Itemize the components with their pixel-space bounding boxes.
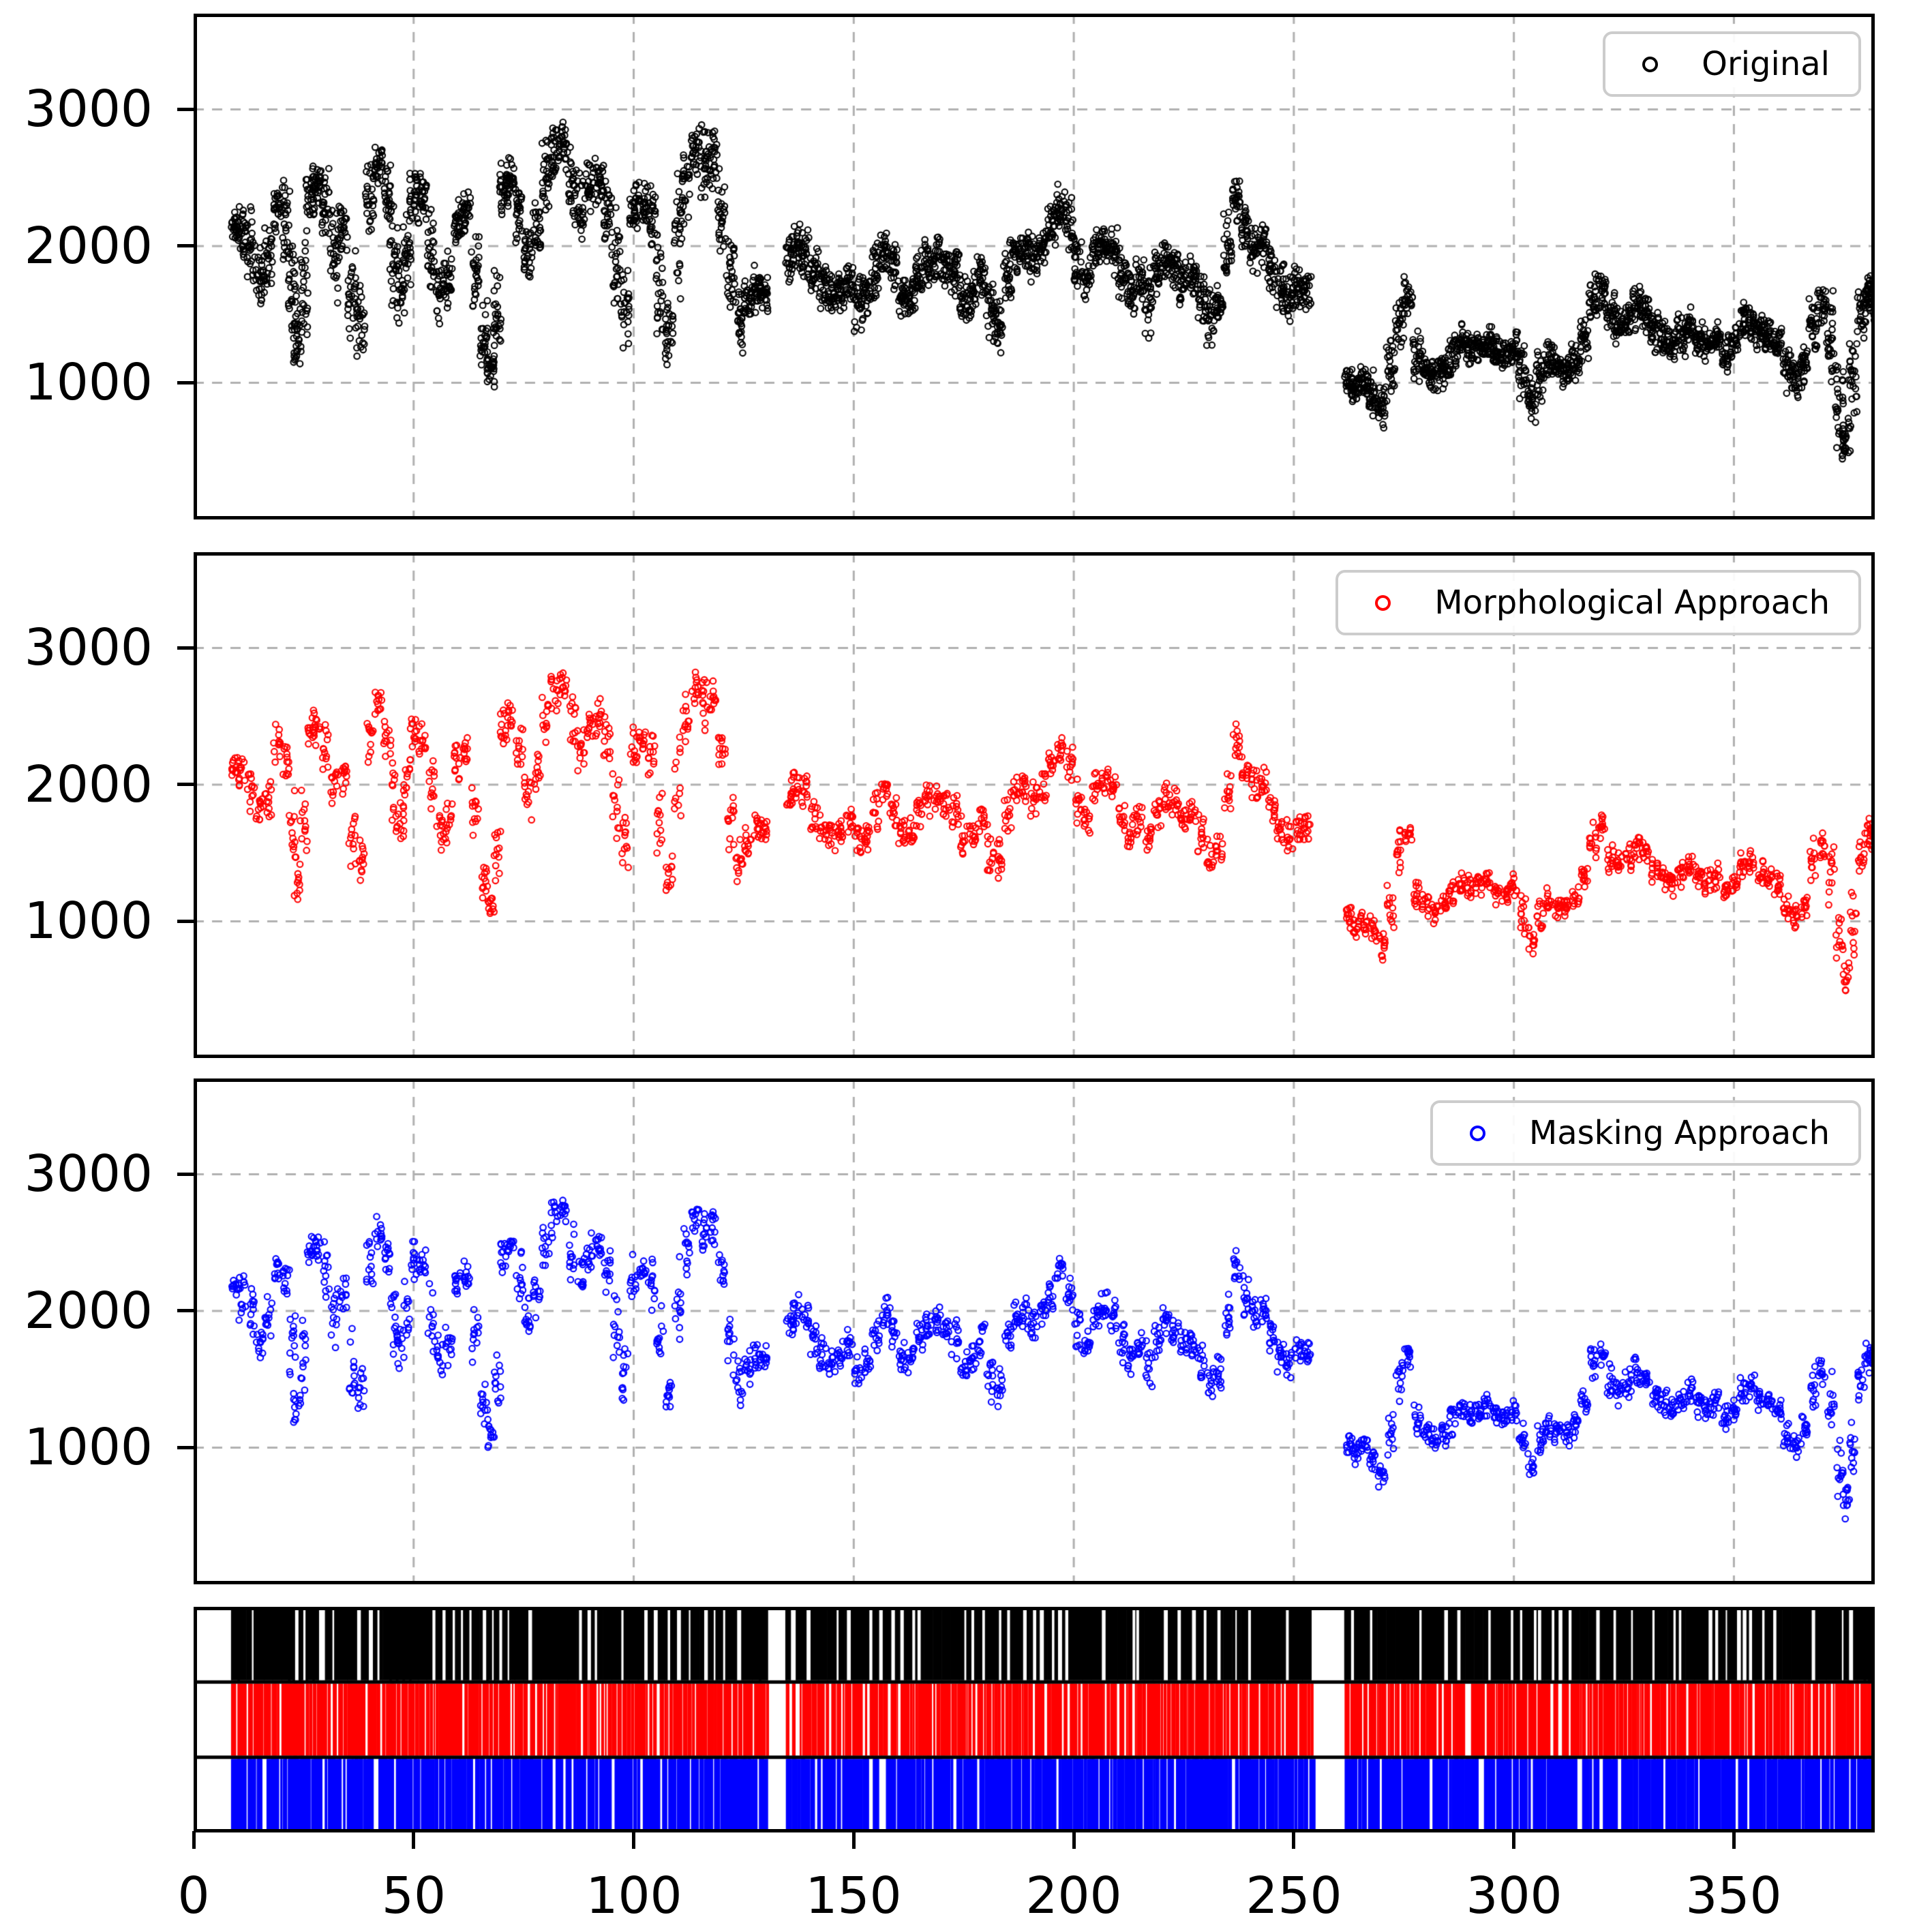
morphological-scatter-canvas: [194, 552, 1875, 1058]
legend-masking: Masking Approach: [1430, 1100, 1861, 1166]
x-tick-mark: [632, 1831, 636, 1849]
y-tick-mark: [177, 1172, 194, 1176]
x-tick-mark: [851, 1831, 856, 1849]
legend-masking-label: Masking Approach: [1528, 1114, 1830, 1152]
y-tick-mark: [177, 783, 194, 787]
y-tick-label: 3000: [24, 1145, 153, 1203]
y-tick-label: 1000: [24, 1418, 153, 1477]
x-tick-mark: [1512, 1831, 1516, 1849]
legend-morphological-label: Morphological Approach: [1434, 584, 1830, 622]
x-tick-mark: [412, 1831, 416, 1849]
y-tick-label: 2000: [24, 1282, 153, 1340]
x-tick-label: 300: [1466, 1867, 1563, 1925]
x-tick-label: 150: [805, 1867, 902, 1925]
x-tick-mark: [192, 1831, 196, 1849]
x-tick-label: 200: [1025, 1867, 1122, 1925]
morphological-marker-icon: [1375, 594, 1391, 611]
x-tick-label: 350: [1685, 1867, 1782, 1925]
x-tick-label: 50: [381, 1867, 447, 1925]
y-tick-label: 2000: [24, 755, 153, 814]
y-tick-mark: [177, 1309, 194, 1313]
event-raster-canvas: [194, 1607, 1875, 1832]
legend-original: Original: [1603, 31, 1861, 97]
y-tick-mark: [177, 107, 194, 111]
y-tick-mark: [177, 646, 194, 650]
x-tick-label: 250: [1246, 1867, 1342, 1925]
y-tick-mark: [177, 380, 194, 384]
legend-original-label: Original: [1702, 45, 1830, 83]
original-marker-icon: [1642, 56, 1659, 72]
x-tick-label: 0: [177, 1867, 210, 1925]
y-tick-label: 1000: [24, 892, 153, 950]
legend-morphological: Morphological Approach: [1335, 570, 1861, 635]
x-tick-mark: [1072, 1831, 1076, 1849]
y-tick-label: 3000: [24, 80, 153, 138]
x-tick-mark: [1292, 1831, 1296, 1849]
original-scatter-canvas: [194, 14, 1875, 519]
y-tick-label: 1000: [24, 353, 153, 412]
y-tick-label: 3000: [24, 618, 153, 677]
masking-marker-icon: [1469, 1125, 1485, 1141]
y-tick-mark: [177, 244, 194, 248]
y-tick-mark: [177, 1445, 194, 1449]
x-tick-label: 100: [586, 1867, 682, 1925]
x-tick-mark: [1732, 1831, 1736, 1849]
y-tick-mark: [177, 919, 194, 923]
y-tick-label: 2000: [24, 217, 153, 275]
